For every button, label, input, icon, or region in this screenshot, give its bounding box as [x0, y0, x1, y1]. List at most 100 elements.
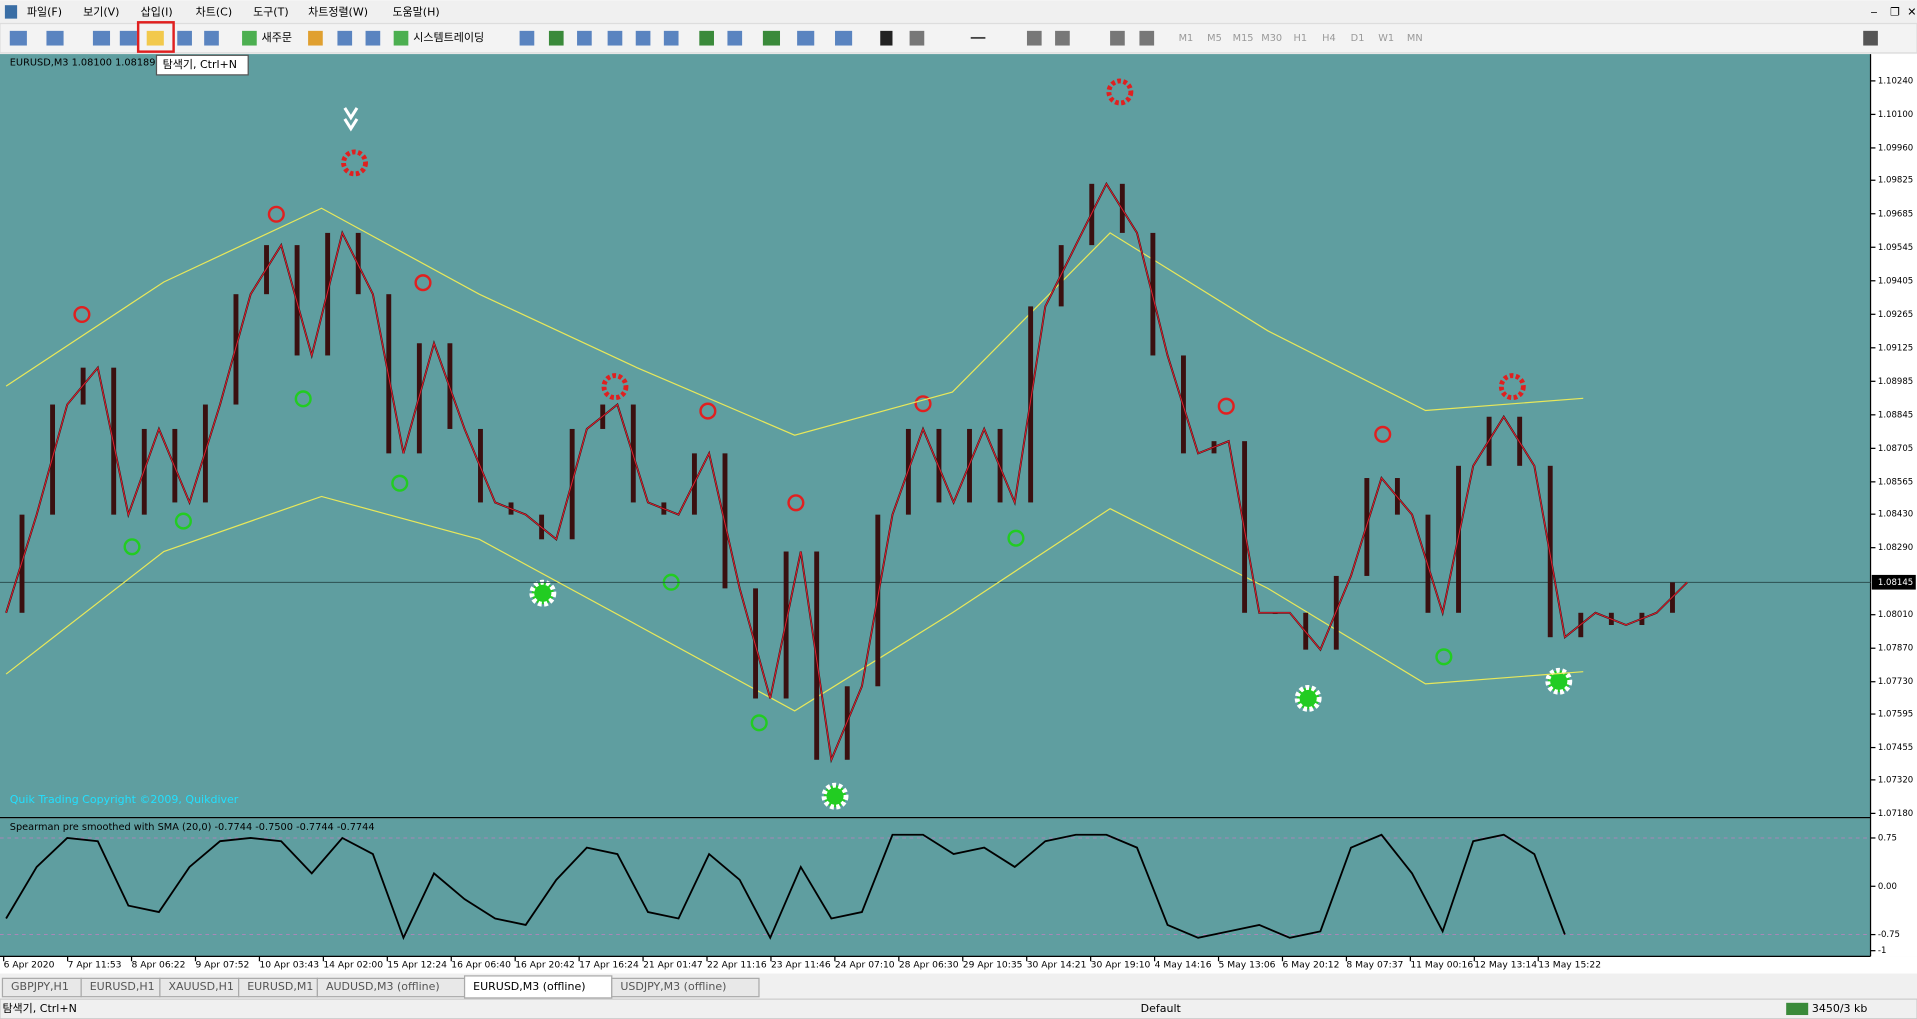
tool-button[interactable] [970, 36, 986, 39]
tab-label[interactable]: AUDUSD,M3 (offline) [326, 980, 440, 993]
tab-label[interactable]: GBPJPY,H1 [11, 980, 69, 993]
strong-sell-signal [341, 149, 368, 177]
tool-button[interactable] [393, 30, 409, 46]
tool-button[interactable] [762, 30, 781, 46]
tool-button[interactable] [1110, 30, 1125, 46]
tool-button[interactable] [119, 30, 137, 46]
tool-button[interactable] [548, 30, 564, 46]
price-label: 1.09685 [1878, 209, 1913, 219]
timeframe-button[interactable]: MN [1407, 33, 1423, 44]
tooltip: 탐색기, Ctrl+N [163, 58, 237, 71]
date-label: 6 May 20:12 [1282, 959, 1339, 970]
tool-button[interactable] [519, 30, 535, 46]
price-label: 1.07595 [1878, 710, 1913, 720]
current-price-bg [1871, 574, 1916, 590]
date-label: 6 Apr 2020 [4, 959, 55, 970]
menu-item[interactable]: 도움말(H) [392, 6, 439, 19]
tool-button[interactable] [242, 30, 257, 46]
menu-item[interactable]: 보기(V) [83, 6, 119, 19]
restore[interactable]: ❐ [1890, 6, 1900, 19]
timeframe-button[interactable]: M5 [1207, 33, 1222, 44]
tool-button[interactable] [607, 30, 623, 46]
chart-header: EURUSD,M3 1.08100 1.08189 1.0 [10, 58, 174, 69]
menu-item[interactable]: 도구(T) [253, 6, 289, 19]
strong-buy-signal [529, 579, 557, 607]
lower-band [5, 495, 1584, 712]
menu-item[interactable]: 파일(F) [27, 5, 62, 19]
spearman-line [5, 833, 1566, 941]
tab-label[interactable]: EURUSD,H1 [90, 980, 155, 993]
tab-label[interactable]: EURUSD,M3 (offline) [473, 980, 585, 993]
buy-signal [750, 714, 768, 732]
tool-button[interactable] [699, 30, 714, 46]
timeframe-button[interactable]: H4 [1322, 33, 1336, 44]
tool-button[interactable] [337, 30, 353, 46]
autotrading-button[interactable]: 시스템트레이딩 [413, 31, 484, 44]
tool-button[interactable] [909, 30, 925, 46]
date-label: 8 Apr 06:22 [132, 959, 186, 970]
price-label: 1.08565 [1878, 477, 1913, 487]
price-label: 1.08845 [1878, 410, 1913, 420]
chart-area [0, 54, 1871, 817]
tool-button[interactable] [727, 30, 743, 46]
tool-button[interactable] [663, 30, 679, 46]
indicator-label: -0.75 [1878, 930, 1900, 940]
menu-item[interactable]: 삽입(I) [141, 6, 173, 19]
minimize[interactable]: ‒ [1871, 6, 1878, 19]
price-label: 1.08705 [1878, 444, 1913, 454]
tool-button[interactable] [1026, 30, 1042, 46]
menu-item[interactable]: 차트정렬(W) [308, 6, 368, 19]
tool-button[interactable] [365, 30, 381, 46]
tool-button[interactable] [308, 30, 323, 46]
price-label: 1.07870 [1878, 644, 1913, 654]
buy-signal [294, 390, 312, 408]
date-label: 21 Apr 01:47 [643, 959, 703, 970]
date-label: 10 Apr 03:43 [259, 959, 319, 970]
arrow-marker [343, 107, 359, 132]
tab-label[interactable]: EURUSD,M1 [247, 980, 313, 993]
timeframe-button[interactable]: W1 [1378, 33, 1394, 44]
price-label: 1.08430 [1878, 510, 1913, 520]
search-button[interactable] [1863, 30, 1878, 46]
price-label: 1.09960 [1878, 143, 1913, 153]
menu-item[interactable]: 차트(C) [196, 6, 233, 19]
date-label: 4 May 14:16 [1155, 959, 1212, 970]
tool-button[interactable] [577, 30, 592, 46]
timeframe-button[interactable]: M30 [1261, 33, 1282, 44]
tool-button[interactable] [797, 30, 815, 46]
strong-sell-signal [1106, 78, 1134, 106]
date-label: 16 Apr 20:42 [515, 959, 575, 970]
date-label: 8 May 07:37 [1346, 959, 1403, 970]
navigator-button[interactable] [146, 30, 164, 46]
price-label: 1.07180 [1878, 809, 1913, 819]
sell-signal [1217, 397, 1235, 415]
tool-button[interactable] [1055, 30, 1070, 46]
timeframe-button[interactable]: H1 [1294, 33, 1308, 44]
tab[interactable] [611, 977, 760, 998]
tab-label[interactable]: XAUUSD,H1 [168, 980, 233, 993]
signal-line [5, 182, 1688, 762]
tool-button[interactable] [92, 30, 111, 46]
current-price-label: 1.08145 [1878, 578, 1913, 588]
tool-button[interactable] [46, 30, 64, 46]
price-label: 1.08010 [1878, 610, 1913, 620]
indicator-label: Spearman pre smoothed with SMA (20,0) -0… [10, 822, 375, 833]
tool-button[interactable] [177, 30, 192, 46]
timeframe-button[interactable]: M1 [1179, 33, 1194, 44]
timeframe-button[interactable]: D1 [1351, 33, 1365, 44]
date-label: 15 Apr 12:24 [387, 959, 447, 970]
tab-label[interactable]: USDJPY,M3 (offline) [620, 980, 726, 993]
tool-button[interactable] [1139, 30, 1155, 46]
new-order-button[interactable]: 새주문 [262, 31, 292, 44]
tool-button[interactable] [204, 30, 219, 46]
sell-signal [267, 205, 285, 223]
tool-button[interactable] [635, 30, 651, 46]
tool-button[interactable] [9, 30, 27, 46]
strong-buy-signal [1294, 684, 1322, 712]
close[interactable]: ✕ [1907, 6, 1916, 19]
timeframe-button[interactable]: M15 [1233, 33, 1254, 44]
tool-button[interactable] [880, 30, 893, 46]
tool-button[interactable] [835, 30, 853, 46]
